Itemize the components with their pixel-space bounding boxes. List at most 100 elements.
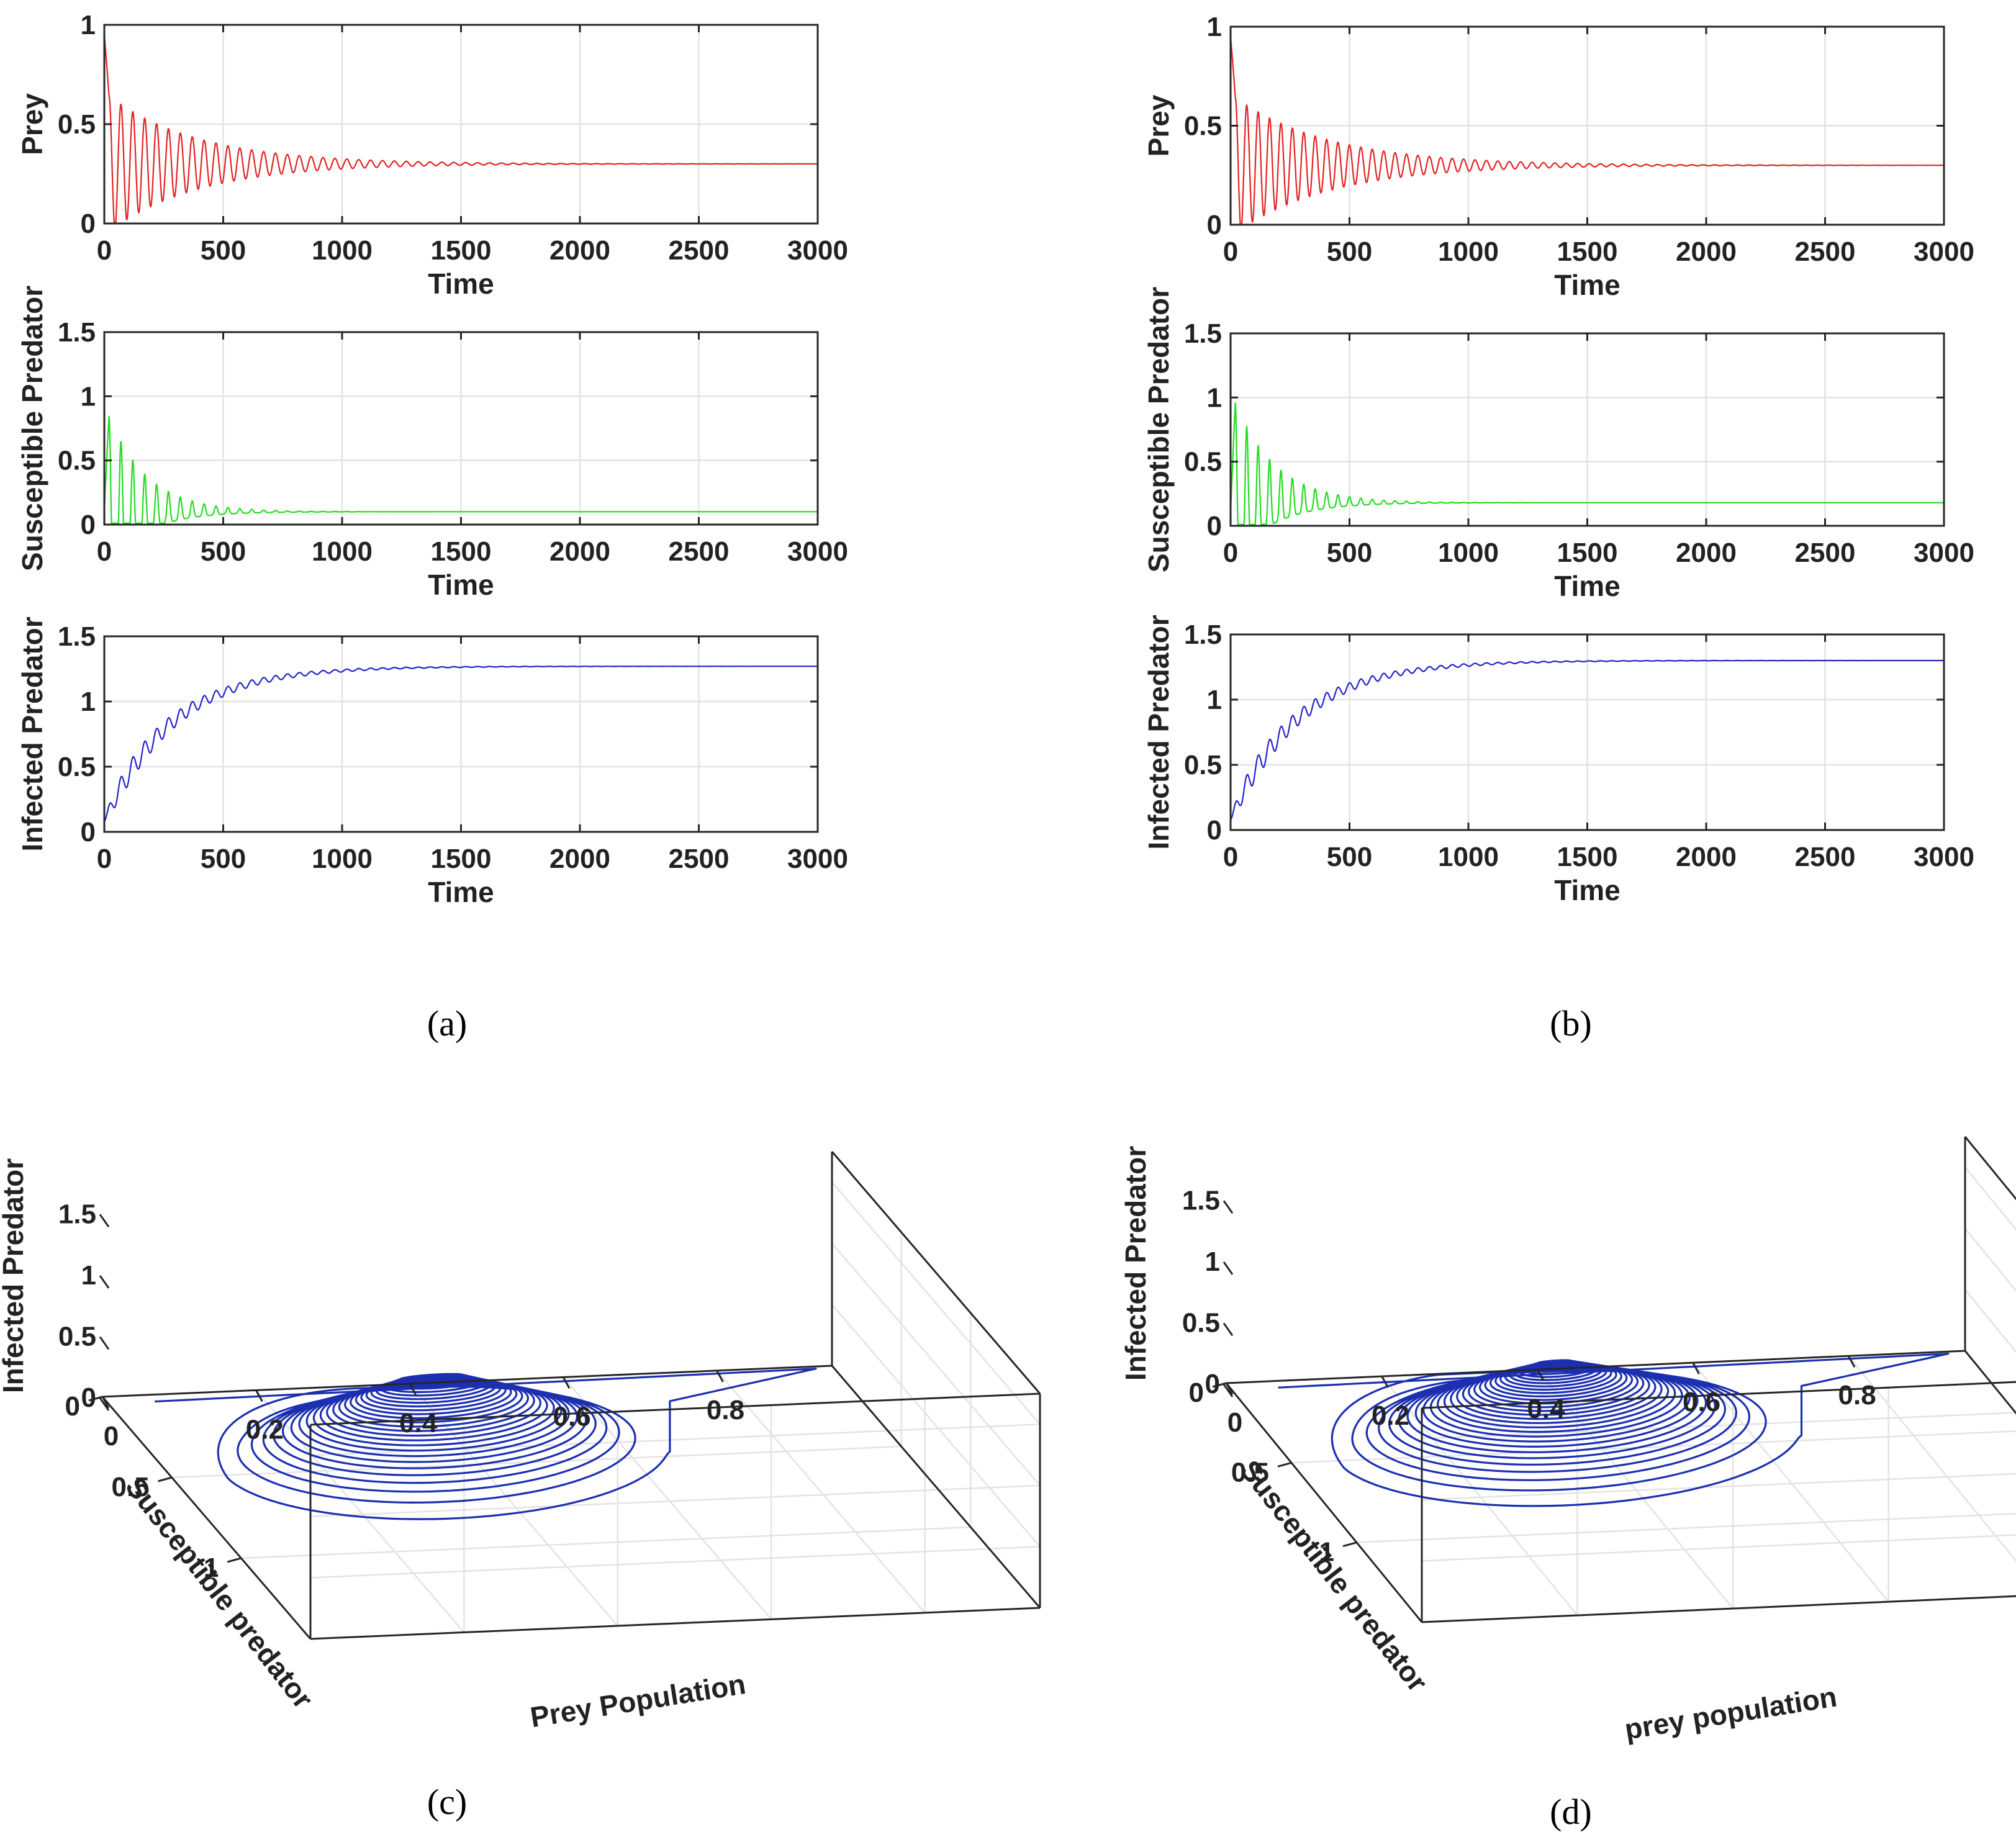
x-tick-label: 2000 — [549, 235, 610, 266]
y-tick — [158, 1476, 173, 1482]
z-axis-label: Infected Predator — [0, 1158, 29, 1393]
y-tick-label: 1.5 — [1184, 620, 1222, 650]
y-tick — [1277, 1461, 1292, 1468]
y-tick-label: 1.5 — [1184, 318, 1222, 349]
x-tick-label: 1500 — [1557, 842, 1618, 872]
y-tick-label: 0 — [81, 510, 96, 540]
y-tick-label: 0 — [1207, 210, 1222, 240]
x-tick — [255, 1389, 263, 1402]
y-tick-label: 0 — [81, 209, 96, 239]
x-tick-label: 3000 — [787, 235, 848, 266]
x-tick — [1225, 1383, 1234, 1395]
phase-trajectory — [155, 1368, 817, 1520]
floor-gridline — [255, 1389, 465, 1633]
chart-b-prey: 0 500 1000 1500 2000 2500 3000 0 0.5 1 Time Prey — [1142, 12, 1974, 301]
y-tick-label: 1 — [81, 687, 96, 717]
x-tick — [101, 1396, 110, 1409]
x-tick — [716, 1370, 724, 1383]
y-tick-label: 0.5 — [1184, 750, 1222, 780]
z-tick-label: 1.5 — [1182, 1185, 1220, 1216]
y-axis-label: Infected Predator — [1142, 615, 1175, 849]
floor-gridline — [1848, 1355, 2016, 1563]
axis-edge — [831, 1151, 1041, 1394]
x-tick-label: 2000 — [1676, 842, 1737, 872]
side-wall-gridline — [831, 1243, 1041, 1486]
x-tick-label: 1000 — [1438, 538, 1499, 568]
chart-a-prey: 0 500 1000 1500 2000 2500 3000 0 0.5 1 Time Prey — [16, 10, 848, 300]
x-tick — [1536, 1369, 1545, 1381]
x-tick-label: 2500 — [669, 844, 730, 874]
x-tick — [1692, 1362, 1700, 1374]
z-tick-label: 1 — [1205, 1247, 1220, 1277]
y-tick — [227, 1557, 242, 1563]
series-line-susceptible-predator — [103, 416, 818, 524]
floor-gridline — [1692, 1362, 1889, 1602]
x-tick-label: 1500 — [1557, 237, 1618, 267]
x-tick-label: 1000 — [1438, 237, 1499, 267]
series-line-prey — [1229, 36, 1944, 226]
z-tick — [99, 1336, 110, 1350]
x-tick — [1847, 1355, 1856, 1368]
y-tick-label: 1 — [1207, 382, 1222, 413]
y-axis-label: Prey — [16, 93, 48, 155]
x-tick-label: 3000 — [787, 536, 848, 567]
x-tick-label: 3000 — [1914, 842, 1974, 872]
x-tick-label: 500 — [201, 235, 246, 266]
y-axis-label: Infected Predator — [16, 616, 48, 851]
y-tick-label: 0.5 — [1184, 111, 1222, 142]
x-tick-label: 500 — [201, 844, 246, 874]
x-tick-label: 2500 — [1795, 237, 1856, 267]
y-tick-label: 1 — [81, 381, 96, 412]
x-tick-label: 3000 — [787, 844, 848, 874]
floor-gridline — [563, 1376, 772, 1620]
series-line-susceptible-predator — [1229, 402, 1944, 525]
x-axis-label: Time — [428, 876, 494, 908]
x-tick-label: 1500 — [431, 536, 492, 567]
x-tick-label: 0 — [97, 536, 112, 567]
axis-edge — [1964, 1136, 2016, 1201]
z-tick-label: 1 — [81, 1260, 96, 1291]
z-tick-label: 0 — [1205, 1369, 1220, 1399]
floor-gridline — [171, 1445, 902, 1479]
y-tick-label: 0 — [1207, 815, 1222, 846]
x-tick-label: 0.8 — [707, 1395, 744, 1425]
side-wall-gridline — [1964, 1166, 2016, 1231]
chart-a-susc: 0 500 1000 1500 2000 2500 3000 0 0.5 1 1.5 Time Susc… — [16, 286, 848, 601]
x-tick-label: 500 — [1327, 842, 1372, 872]
x-tick-label: 1000 — [312, 235, 373, 266]
x-tick-label: 0 — [1223, 237, 1238, 267]
x-tick-label: 2000 — [549, 536, 610, 567]
x-tick-label: 0 — [104, 1421, 119, 1451]
chart-c-phase: 0 0.2 0.4 0.6 0.8 0 0.5 1 0 0.5 1 1.5 Prey Populatio… — [0, 1151, 1041, 1733]
x-tick-label: 500 — [201, 536, 246, 567]
x-tick-label: 1500 — [431, 235, 492, 266]
y-tick-label: 1 — [1207, 12, 1222, 42]
z-tick — [1223, 1322, 1234, 1337]
x-tick-label: 2000 — [1676, 538, 1737, 568]
y-tick-label: 0.5 — [58, 446, 96, 476]
x-tick-label: 0.2 — [1372, 1401, 1409, 1431]
y-tick-label: 0.5 — [1231, 1457, 1269, 1487]
x-axis-label: Time — [1554, 269, 1620, 301]
z-tick — [99, 1397, 110, 1411]
panel-label-b: (b) — [1550, 1003, 1592, 1044]
y-tick-label: 0 — [65, 1391, 80, 1422]
axis-edge — [102, 1365, 833, 1398]
z-tick-label: 0.5 — [58, 1321, 96, 1351]
x-axis-label: Time — [428, 569, 494, 601]
back-wall-gridline — [310, 1546, 1041, 1579]
chart-d-phase: 0 0.2 0.4 0.6 0.8 0 0.5 1 0 0.5 1 1.5 prey populatio… — [1119, 1136, 2016, 1746]
y-axis-label: Susceptible predator — [119, 1471, 320, 1715]
axis-edge — [831, 1365, 1041, 1608]
x-axis-label: prey population — [1622, 1680, 1839, 1746]
y-tick — [88, 1396, 103, 1402]
y-tick — [1342, 1541, 1357, 1548]
side-wall-gridline — [1964, 1228, 2016, 1292]
floor-gridline — [241, 1526, 971, 1559]
back-wall-gridline — [1421, 1412, 2016, 1440]
panel-label-a: (a) — [427, 1003, 467, 1044]
series-line-infected-predator — [1230, 659, 1944, 820]
x-tick-label: 2000 — [1676, 237, 1737, 267]
floor-gridline — [409, 1383, 618, 1626]
x-tick-label: 500 — [1327, 237, 1372, 267]
